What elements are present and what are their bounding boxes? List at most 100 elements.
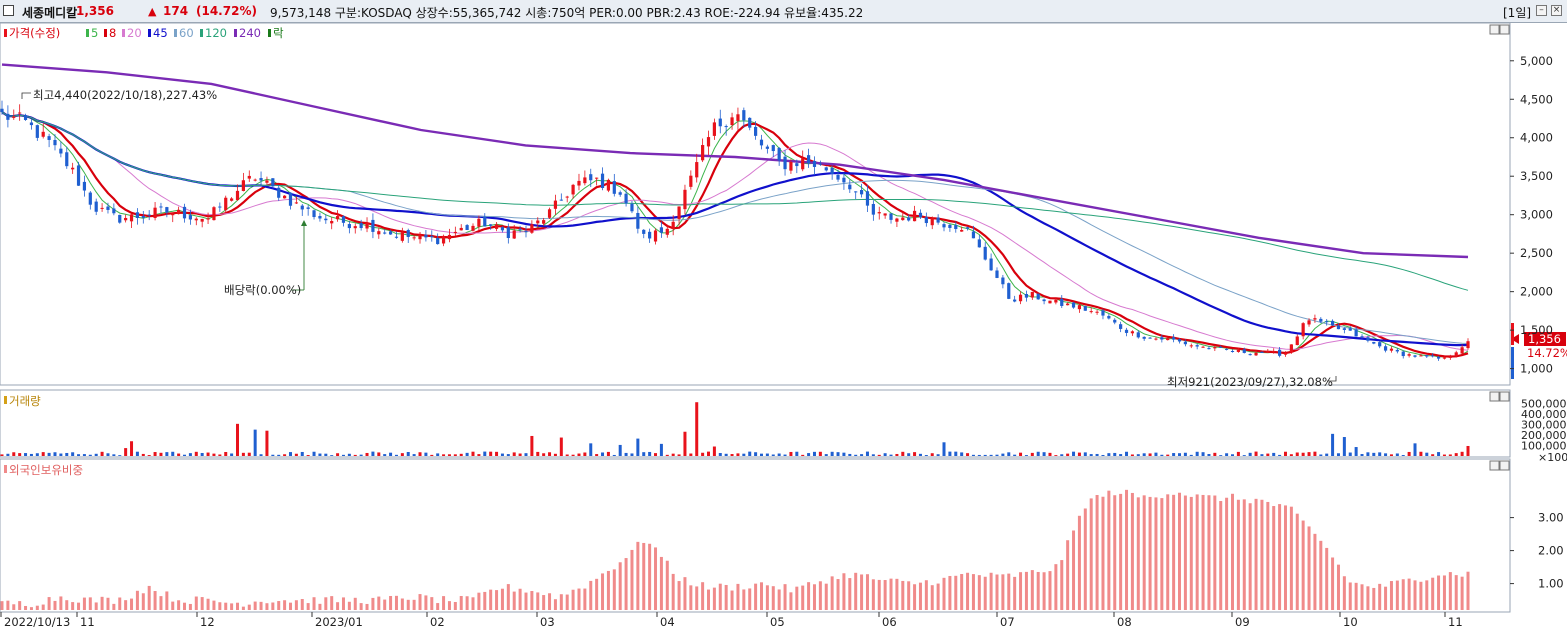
candle: [1030, 291, 1034, 298]
candle: [1060, 298, 1064, 306]
foreign-bar: [130, 598, 134, 610]
volume-bar: [1077, 452, 1081, 456]
candle: [477, 218, 481, 227]
volume-bar: [1372, 452, 1376, 456]
foreign-bar: [183, 602, 187, 610]
volume-bar: [1195, 451, 1199, 456]
foreign-bar: [836, 579, 840, 610]
volume-bar: [206, 452, 210, 456]
candle: [182, 206, 187, 219]
select-checkbox[interactable]: [3, 5, 14, 16]
volume-bar: [736, 453, 740, 456]
candle: [283, 195, 287, 199]
candle: [701, 145, 705, 161]
candle: [930, 218, 934, 226]
volume-bar: [1013, 454, 1017, 456]
volume-bar: [1466, 445, 1470, 456]
foreign-bar: [424, 595, 428, 610]
foreign-bar: [1201, 494, 1205, 610]
volume-bar: [312, 451, 316, 456]
candle: [65, 152, 69, 167]
volume-bar: [188, 453, 192, 456]
foreign-bar: [718, 583, 722, 610]
volume-bar: [871, 454, 875, 456]
volume-bar: [495, 451, 499, 456]
volume-bar: [1366, 452, 1370, 456]
volume-bar: [353, 454, 357, 456]
candle: [1148, 337, 1152, 339]
volume-bar: [589, 443, 593, 456]
candle: [459, 227, 463, 231]
candle: [241, 180, 245, 191]
legend-ma5: 5: [91, 26, 98, 40]
candle: [695, 162, 699, 178]
foreign-bar: [995, 574, 999, 610]
foreign-bar: [1366, 586, 1370, 610]
volume-bar: [918, 453, 922, 456]
minimize-icon[interactable]: –: [1536, 5, 1547, 16]
foreign-bar: [1154, 497, 1158, 610]
foreign-bar: [936, 583, 940, 610]
candle: [712, 122, 716, 136]
candle: [294, 202, 298, 204]
candle: [483, 216, 487, 227]
candle: [418, 234, 422, 240]
foreign-bar: [883, 580, 887, 610]
candle: [842, 177, 846, 183]
volume-bar: [1042, 452, 1046, 456]
volume-bar: [1307, 452, 1311, 456]
foreign-bar: [583, 588, 587, 610]
foreign-bar: [1248, 503, 1252, 610]
ma20-line: [1, 111, 1469, 351]
candle: [565, 196, 569, 198]
foreign-bar: [59, 596, 63, 610]
volume-bar: [677, 454, 681, 456]
candle: [1272, 351, 1276, 353]
period-selector[interactable]: [1일]: [1503, 6, 1532, 20]
candle: [1360, 336, 1364, 338]
foreign-bar: [612, 569, 616, 610]
price-tick: 1,500: [1520, 323, 1553, 337]
candle: [636, 212, 640, 229]
candle: [824, 167, 828, 171]
foreign-bar: [971, 574, 975, 610]
foreign-bar: [1072, 530, 1076, 610]
date-tick: 04: [660, 615, 675, 629]
volume-bar: [88, 454, 92, 456]
candle: [1254, 352, 1258, 356]
foreign-bar: [1189, 496, 1193, 610]
foreign-label: 외국인보유비중: [9, 463, 83, 477]
volume-bar: [518, 453, 522, 456]
foreign-bar: [147, 585, 151, 610]
foreign-bar: [1384, 586, 1388, 610]
volume-bar: [1183, 452, 1187, 456]
candle: [1018, 294, 1023, 302]
close-icon[interactable]: ×: [1551, 5, 1562, 16]
candle: [500, 227, 505, 231]
volume-bar: [512, 452, 516, 456]
candle: [1419, 355, 1423, 357]
foreign-bar: [1019, 572, 1023, 610]
volume-bar: [1089, 454, 1093, 456]
foreign-bar: [1054, 564, 1058, 610]
volume-bar: [889, 454, 893, 456]
candle: [536, 220, 540, 224]
volume-bar: [901, 451, 905, 456]
volume-bar: [860, 454, 864, 456]
volume-bar: [1054, 455, 1058, 456]
candle: [194, 218, 198, 221]
foreign-bar: [394, 595, 398, 610]
candle: [88, 192, 92, 205]
volume-bar: [288, 452, 292, 456]
candle: [1395, 349, 1399, 352]
candle: [1142, 336, 1146, 339]
foreign-bar: [236, 602, 240, 610]
candle: [1071, 302, 1076, 308]
price-tick: 2,000: [1520, 285, 1553, 299]
volume-bar: [194, 451, 198, 456]
stock-name[interactable]: 세종메디칼: [22, 6, 78, 20]
foreign-bar: [942, 577, 946, 610]
panel-buttons[interactable]: [1489, 24, 1510, 471]
foreign-bar: [324, 597, 328, 610]
